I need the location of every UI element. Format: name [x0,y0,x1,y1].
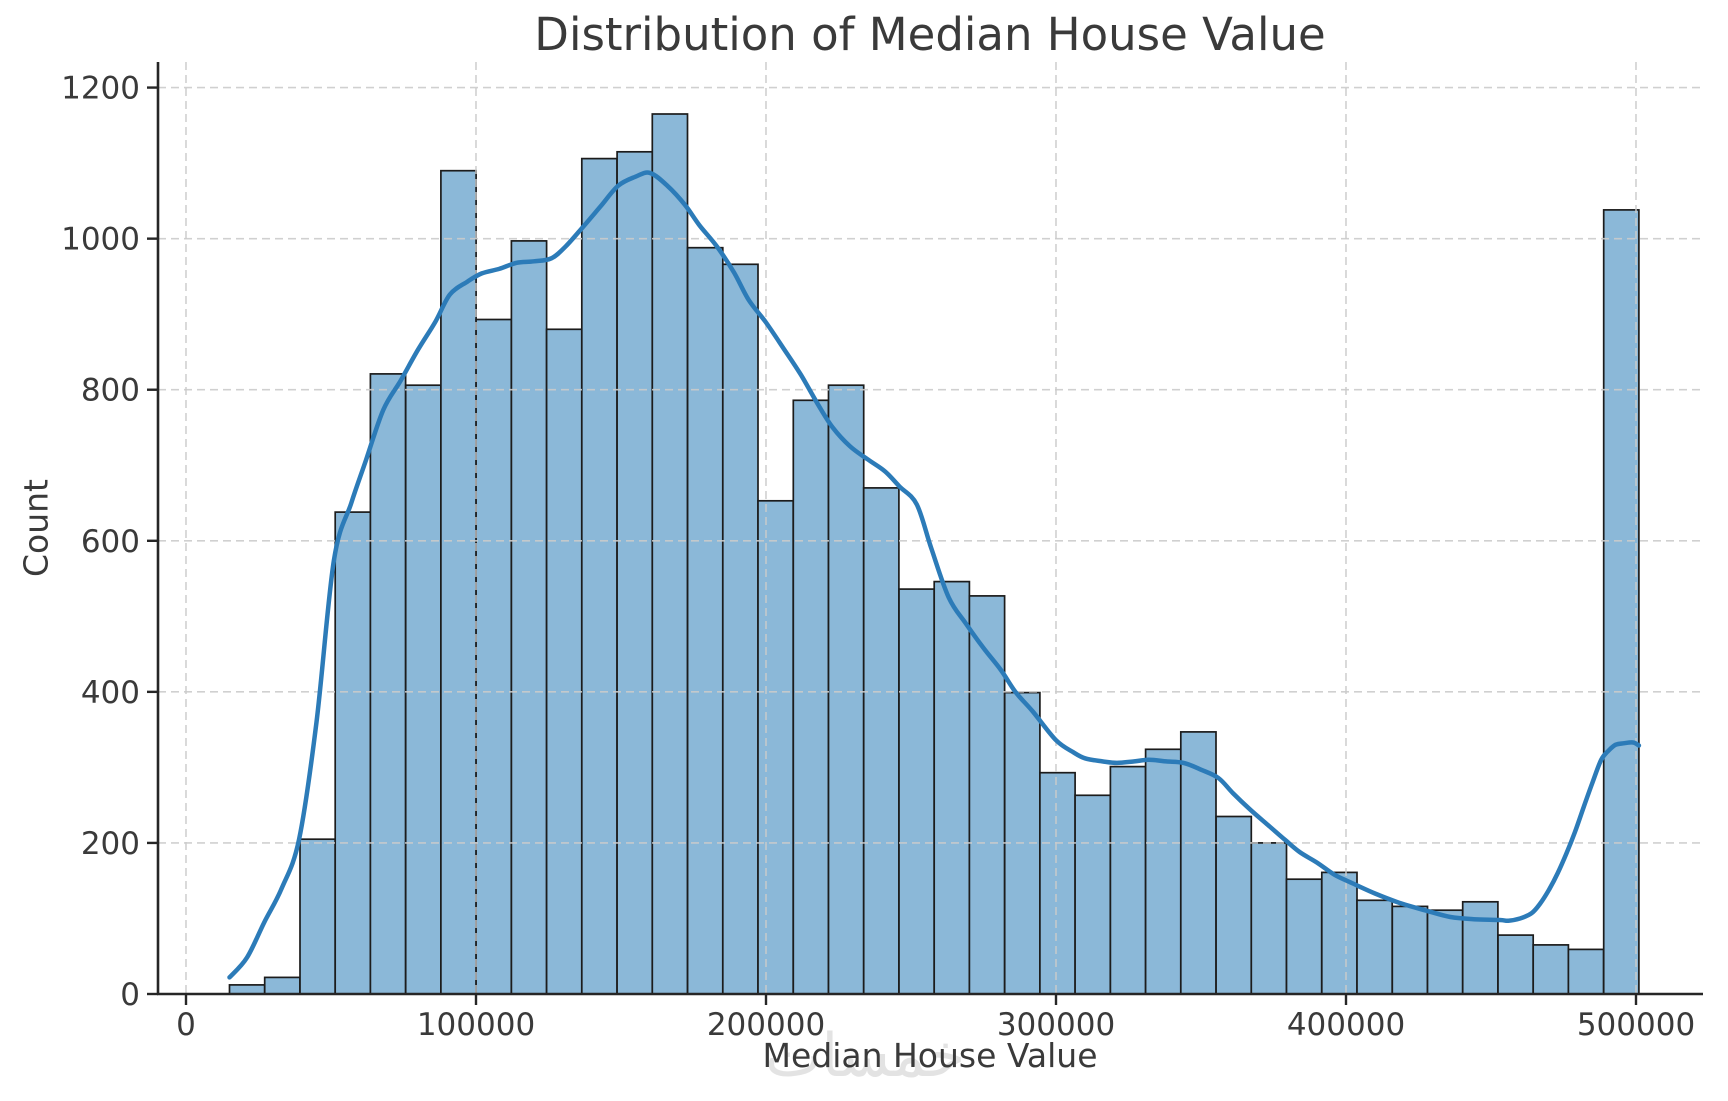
histogram-bar [862,487,900,995]
histogram-bar [580,157,618,995]
histogram-bar [1426,909,1464,995]
histogram-bar [1144,748,1182,995]
x-tick-label: 300000 [997,1007,1115,1043]
histogram-bar [1250,842,1288,995]
histogram-bar [827,384,865,995]
histogram-bar [299,838,337,995]
histogram-bar [440,169,477,995]
y-tick-label: 800 [81,373,140,409]
histogram-bar [1567,948,1605,995]
x-tick-label: 0 [176,1007,196,1043]
y-tick-label: 0 [120,977,140,1013]
histogram-bar [1602,209,1640,995]
histogram-bar [1320,871,1358,995]
histogram-bar [1074,794,1112,995]
histogram-bar [651,113,689,995]
x-tick-label: 500000 [1577,1007,1695,1043]
histogram-bar [933,580,971,995]
histogram-bar [898,588,936,995]
histogram-bar [792,399,830,995]
histogram-bar [404,384,442,995]
histogram-bar [263,976,301,995]
y-tick-label: 600 [81,524,140,560]
histogram-bar [1461,900,1499,995]
histogram-bar [369,373,407,995]
histogram-bar [510,240,548,995]
histogram-bar [1039,771,1076,995]
histogram-bar [1497,934,1535,995]
histogram-bar [1179,731,1217,995]
histogram-bar [1215,815,1253,995]
histogram-bar [721,263,759,995]
histogram-bar [334,511,372,995]
watermark: خمسات [764,1021,966,1091]
x-tick-label: 100000 [417,1007,535,1043]
histogram-bar [1356,899,1394,995]
y-tick-label: 1000 [61,222,140,258]
y-tick-label: 200 [81,826,140,862]
x-tick-label: 200000 [707,1007,825,1043]
histogram-bar [1109,765,1147,995]
y-tick-label: 1200 [61,71,140,107]
histogram-bar [228,984,266,995]
histogram-bar [968,595,1006,995]
histogram-bar [545,328,583,995]
histogram-bar [757,499,795,995]
histogram-bar [616,150,654,995]
histogram-bar [686,246,724,995]
y-tick-label: 400 [81,675,140,711]
chart-title: Distribution of Median House Value [534,8,1326,61]
histogram-bar [1532,944,1570,995]
kde-curve [227,170,1642,980]
histogram-bar [475,318,513,995]
x-axis-label: Median House Value [762,1036,1098,1075]
y-axis-label: Count [16,478,56,578]
histogram-bar [1285,878,1323,995]
x-tick-label: 400000 [1287,1007,1405,1043]
histogram-bar [1391,905,1429,995]
